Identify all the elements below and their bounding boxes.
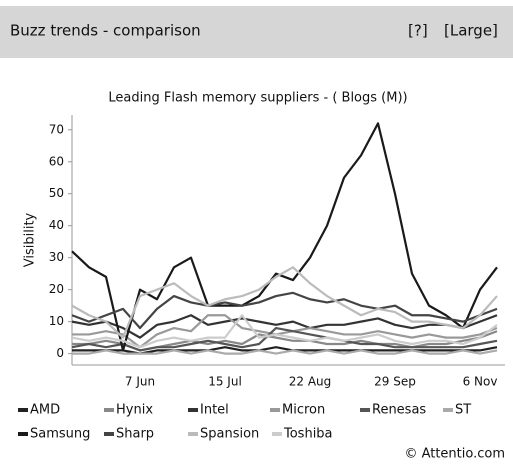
y-tick-label: 50 [49,186,64,200]
x-tick-label: 22 Aug [289,375,332,389]
series-line [71,326,498,352]
legend-swatch [360,408,370,412]
y-tick-label: 70 [49,122,64,136]
y-tick-label: 0 [56,346,64,360]
chart-title: Leading Flash memory suppliers - ( Blogs… [108,91,407,106]
y-tick-label: 10 [49,314,64,328]
legend-swatch [18,432,28,436]
legend-label: ST [455,403,471,418]
legend-label: Sharp [116,427,154,442]
y-tick-label: 40 [49,218,64,232]
legend-label: Intel [200,403,229,418]
y-axis-label: Visibility [23,212,38,267]
help-link[interactable]: [?] [408,22,428,40]
series-line [71,314,498,339]
legend-swatch [188,432,198,436]
legend-swatch [104,408,114,412]
legend-label: Toshiba [283,427,333,442]
series-line [72,349,498,355]
series-line [72,314,498,349]
legend-swatch [272,432,282,436]
legend-swatch [188,408,198,412]
legend-label: Samsung [30,427,90,442]
x-tick-label: 15 Jul [208,375,242,389]
legend-label: Micron [282,403,325,418]
legend-label: AMD [30,403,60,418]
legend-swatch [443,408,453,412]
series-line [71,314,498,349]
y-tick-label: 30 [49,250,64,264]
header-title: Buzz trends - comparison [10,22,201,40]
legend-label: Hynix [116,403,153,418]
y-tick-label: 60 [49,154,64,168]
series-line [71,122,498,352]
series-line [71,266,498,339]
legend-swatch [18,408,28,412]
legend-swatch [104,432,114,436]
x-tick-label: 6 Nov [463,375,498,389]
x-tick-label: 29 Sep [374,375,416,389]
footer: © Attentio.com [404,447,505,462]
legend-swatch [270,408,280,412]
x-tick-label: 7 Jun [125,375,155,389]
y-tick-label: 20 [49,282,64,296]
header-bar [0,6,513,58]
series-line [71,291,498,330]
legend-label: Spansion [200,427,259,442]
large-link[interactable]: [Large] [444,22,498,40]
legend-label: Renesas [372,403,426,418]
